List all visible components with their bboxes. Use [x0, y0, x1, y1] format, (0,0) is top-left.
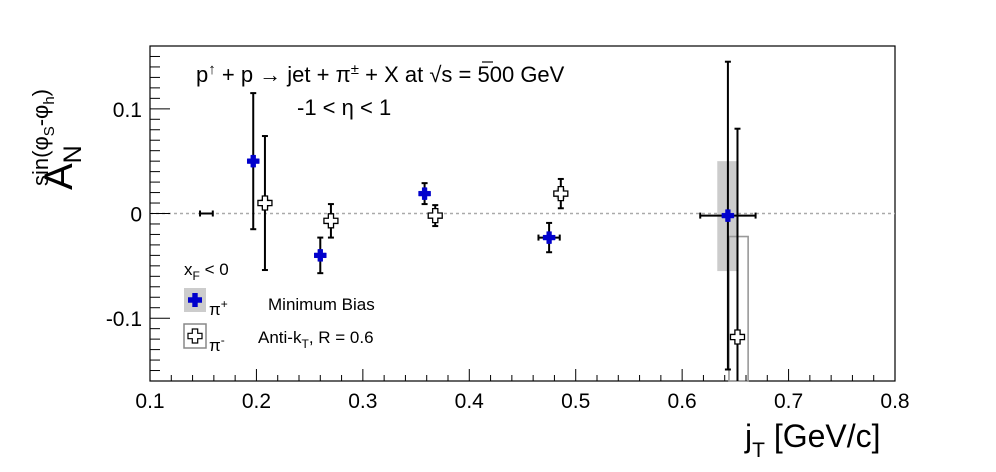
marker-pi-plus — [246, 154, 260, 168]
marker-pi-minus — [729, 329, 746, 345]
x-tick-label: 0.3 — [348, 390, 377, 413]
marker-pi-minus — [553, 185, 569, 202]
systematic-boxes — [260, 161, 749, 382]
marker-pi-plus — [721, 209, 735, 222]
legend-label-pi-minus: π- — [209, 333, 225, 355]
x-tick-label: 0.2 — [242, 390, 271, 413]
x-tick-label: 0.4 — [455, 390, 485, 413]
marker-pi-plus — [542, 231, 556, 244]
legend-text-anti-kt: Anti-kT, R = 0.6 — [258, 328, 374, 351]
x-tick-label: 0.5 — [561, 390, 590, 413]
legend: xF < 0 π+ Minimum Bias π- Anti-kT, R = 0… — [183, 260, 375, 355]
marker-pi-plus — [314, 249, 327, 262]
legend-text-minimum-bias: Minimum Bias — [268, 295, 375, 314]
legend-marker-pi-plus — [188, 293, 202, 307]
x-tick-label: 0.6 — [668, 390, 697, 413]
marker-pi-minus — [257, 195, 273, 211]
chart-title-line1: p↑ + p → jet + π± + X at √s = 500 GeV — [196, 61, 565, 87]
x-tick-label: 0.7 — [774, 390, 803, 413]
legend-label-pi-plus: π+ — [209, 297, 228, 319]
x-tick-label: 0.8 — [880, 390, 909, 413]
legend-header: xF < 0 — [184, 260, 229, 283]
y-axis-title: AN sin(φS-φh) — [28, 89, 87, 190]
x-tick-label: 0.1 — [135, 390, 164, 413]
legend-marker-pi-minus — [187, 328, 203, 344]
axis-ticks — [149, 45, 896, 382]
y-tick-label: -0.1 — [106, 308, 142, 331]
svg-text:AN: AN — [37, 145, 87, 190]
systematic-box — [728, 235, 749, 382]
chart-title-line2: -1 < η < 1 — [297, 95, 391, 120]
marker-pi-minus — [427, 207, 443, 224]
sqrt-symbol: √ — [429, 62, 442, 87]
y-tick-label: 0 — [130, 204, 142, 227]
marker-pi-plus — [418, 187, 431, 200]
svg-text:sin(φS-φh): sin(φS-φh) — [28, 89, 58, 186]
markers — [246, 154, 746, 345]
x-axis-title: jT [GeV/c] — [744, 418, 881, 462]
marker-pi-minus — [323, 213, 339, 229]
y-tick-label: 0.1 — [113, 99, 142, 122]
